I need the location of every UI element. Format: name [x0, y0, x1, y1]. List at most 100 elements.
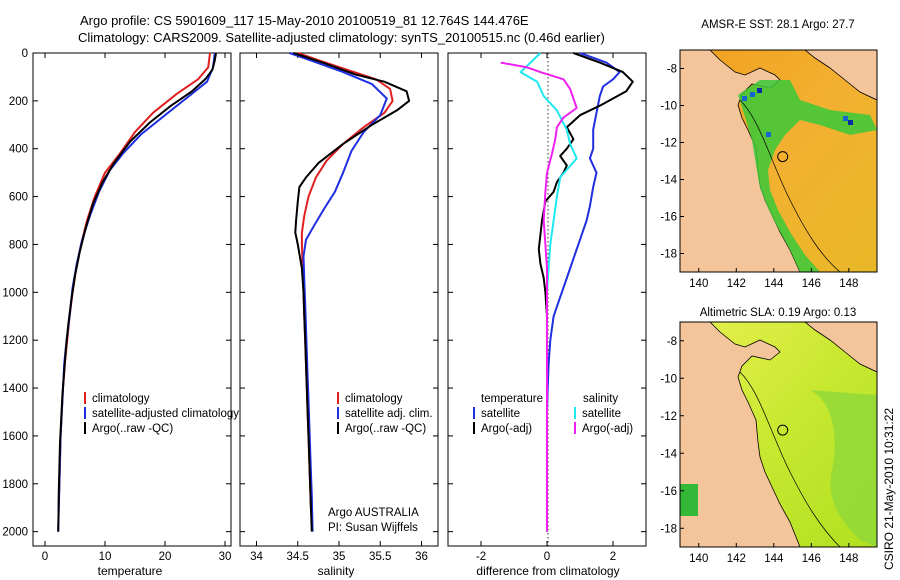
bathymetry-contour: [739, 99, 841, 272]
salinity-legend: climatology satellite adj. clim. Argo(..…: [337, 392, 433, 435]
salinity-panel-frame: [239, 52, 439, 547]
difference-legend: temperature salinity satellite Argo(-adj…: [473, 393, 633, 435]
map-y-tick-label: -16: [660, 212, 677, 224]
map-y-tick-label: -14: [660, 448, 677, 460]
x-tick-label: -2: [476, 551, 486, 563]
temperature-axis-ticks: 0 10 20 30: [33, 52, 232, 563]
legend-label-salinity-argo: Argo(-adj): [582, 423, 633, 435]
x-tick-label: 34.5: [287, 551, 309, 563]
series-line-satellite-adjusted-climatology: [57, 52, 216, 532]
depth-tick-label: 600: [9, 192, 28, 204]
map-y-tick-label: -18: [660, 249, 677, 261]
map-y-tick-label: -12: [660, 138, 677, 150]
map-y-tick-label: -16: [660, 486, 677, 498]
sst-map-frame: [679, 49, 878, 273]
x-tick-label: 0: [544, 551, 550, 563]
x-tick-label: 36: [415, 551, 428, 563]
sst-cell: [742, 96, 747, 101]
map-y-tick-label: -12: [660, 411, 677, 423]
principal-investigator-annotation: PI: Susan Wijffels: [328, 522, 418, 534]
land-mass: [680, 50, 877, 272]
sst-cell: [750, 92, 755, 97]
sla-map-ticks: 140 142 144 146 148 -8 -10 -12 -14 -16 -18: [660, 336, 858, 565]
legend-label-temperature-argo: Argo(-adj): [481, 423, 532, 435]
legend-label-satellite-adjusted: satellite-adjusted climatology: [92, 408, 239, 420]
x-tick-label: 35.5: [369, 551, 391, 563]
legend-label-climatology: climatology: [345, 393, 403, 405]
argo-location-marker: [777, 424, 789, 436]
series-line-salinity-argo-adj: [500, 61, 578, 532]
legend-label-temperature-satellite: satellite: [481, 408, 520, 420]
map-y-tick-label: -8: [667, 64, 677, 76]
x-tick-label: 35: [333, 551, 346, 563]
figure-title-line2: Climatology: CARS2009. Satellite-adjuste…: [78, 30, 605, 45]
x-tick-label: 10: [99, 551, 112, 563]
map-x-tick-label: 142: [727, 278, 746, 290]
depth-tick-label: 1600: [2, 431, 28, 443]
csiro-timestamp: CSIRO 21-May-2010 10:31:22: [882, 408, 896, 570]
x-tick-label: 30: [219, 551, 232, 563]
sst-map-title: AMSR-E SST: 28.1 Argo: 27.7: [701, 19, 854, 31]
x-tick-label: 0: [42, 551, 48, 563]
map-x-tick-label: 148: [839, 553, 858, 565]
legend-label-argo: Argo(..raw -QC): [92, 423, 173, 435]
warm-coastal-water: [738, 80, 877, 272]
legend-label-climatology: climatology: [92, 393, 150, 405]
map-y-tick-label: -10: [660, 101, 677, 113]
sla-map: [680, 322, 877, 547]
map-y-tick-label: -10: [660, 373, 677, 385]
sst-cell: [757, 88, 762, 93]
series-line-temperature-argo-adj: [537, 52, 634, 532]
map-x-tick-label: 146: [802, 553, 821, 565]
argo-location-marker: [777, 151, 789, 163]
map-x-tick-label: 146: [802, 278, 821, 290]
argo-australia-annotation: Argo AUSTRALIA: [328, 507, 419, 519]
map-x-tick-label: 148: [839, 278, 858, 290]
legend-label-salinity-satellite: satellite: [582, 408, 621, 420]
sst-cell: [848, 120, 853, 125]
depth-tick-label: 1800: [2, 479, 28, 491]
map-x-tick-label: 144: [764, 553, 784, 565]
map-y-tick-label: -18: [660, 523, 677, 535]
depth-tick-label: 1000: [2, 287, 28, 299]
depth-tick-label: 2000: [2, 527, 28, 539]
sla-map-title: Altimetric SLA: 0.19 Argo: 0.13: [700, 307, 857, 319]
sst-cell: [766, 132, 771, 137]
x-tick-label: 20: [159, 551, 172, 563]
figure-title-line1: Argo profile: CS 5901609_117 15-May-2010…: [80, 13, 529, 28]
map-y-tick-label: -8: [667, 336, 677, 348]
depth-axis-ticks: 0 200 400 600 800 1000 1200 1400 1600 1800 2000: [2, 48, 28, 539]
salinity-series: [289, 52, 411, 532]
depth-tick-label: 200: [9, 96, 28, 108]
bathymetry-contour: [739, 371, 841, 547]
map-x-tick-label: 140: [689, 278, 708, 290]
series-line-argo-raw-qc: [57, 52, 217, 532]
series-line-temperature-satellite: [546, 52, 621, 532]
depth-tick-label: 0: [22, 48, 28, 60]
depth-tick-label: 400: [9, 144, 28, 156]
difference-axis-ticks: -2 0 2: [448, 52, 646, 563]
legend-header-temperature: temperature: [481, 393, 543, 405]
sst-map: [680, 50, 877, 272]
difference-axis-label: difference from climatology: [476, 564, 619, 578]
legend-label-satellite-adj: satellite adj. clim.: [345, 408, 433, 420]
x-tick-label: 34: [250, 551, 263, 563]
sla-cell: [680, 484, 698, 516]
legend-header-salinity: salinity: [583, 393, 618, 405]
temperature-axis-label: temperature: [98, 564, 163, 578]
map-x-tick-label: 144: [764, 278, 784, 290]
sst-map-ticks: 140 142 144 146 148 -8 -10 -12 -14 -16 -18: [660, 64, 858, 291]
sla-anomaly-area: [810, 390, 877, 547]
sla-map-frame: [679, 321, 878, 548]
map-y-tick-label: -14: [660, 175, 677, 187]
salinity-axis-label: salinity: [318, 564, 355, 578]
salinity-axis-ticks: 34 34.5 35 35.5 36: [240, 52, 438, 563]
sst-cell: [843, 116, 848, 121]
temperature-series: [57, 52, 217, 532]
depth-tick-label: 800: [9, 239, 28, 251]
temperature-panel-frame: [32, 52, 232, 547]
map-x-tick-label: 140: [689, 553, 708, 565]
land-mass: [680, 322, 877, 547]
temperature-legend: climatology satellite-adjusted climatolo…: [84, 392, 239, 435]
